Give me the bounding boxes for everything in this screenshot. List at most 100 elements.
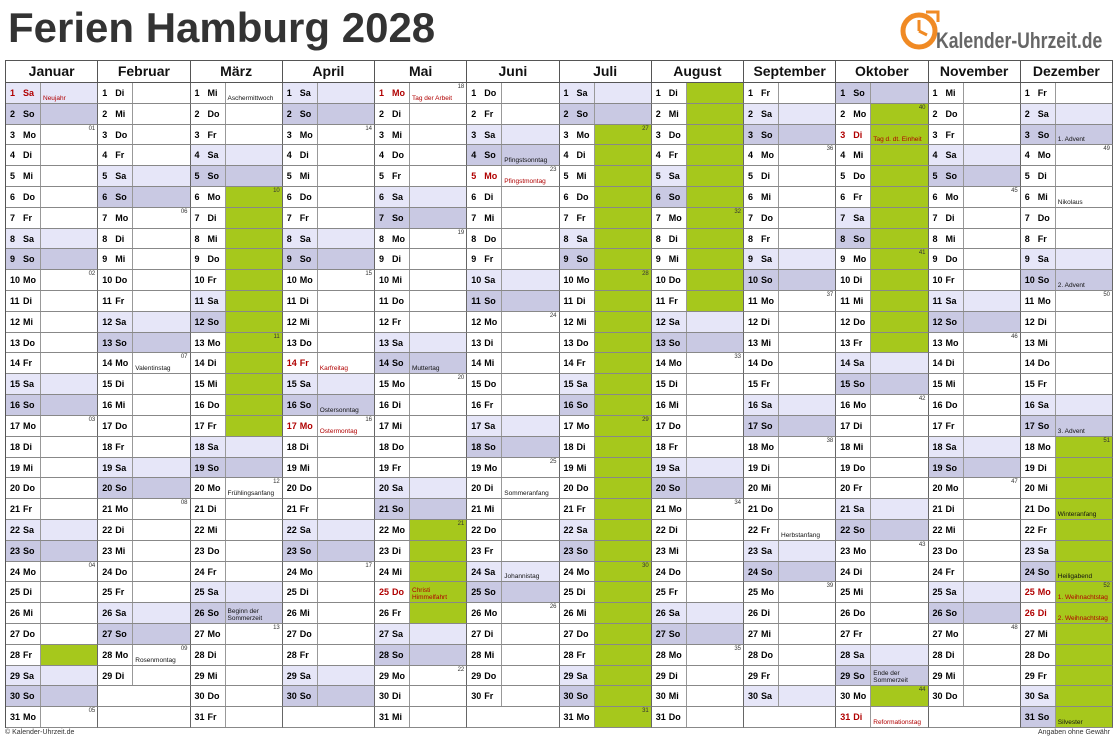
day-label: 6 Mo xyxy=(191,187,226,207)
day-cell: 17 Fr xyxy=(928,415,1021,437)
weekday: So xyxy=(1037,129,1050,140)
day-note xyxy=(225,415,282,436)
day-number: 3 xyxy=(471,129,477,140)
day-number: 15 xyxy=(10,379,21,390)
weekday: Fr xyxy=(761,670,770,681)
day-label: 13 So xyxy=(652,332,687,353)
weekday: Di xyxy=(115,88,125,98)
day-note xyxy=(779,229,835,249)
weekday: Do xyxy=(853,608,866,619)
day-label: 29 Mo xyxy=(375,665,410,686)
day-label: 3 Mo xyxy=(283,124,318,145)
day-cell: 22 Mo 21 xyxy=(375,519,468,541)
day-number: 7 xyxy=(471,212,477,223)
day-cell: 11 Fr xyxy=(651,291,744,312)
day-cell: 15 Do xyxy=(467,374,560,396)
day-note xyxy=(318,333,374,353)
day-number: 8 xyxy=(932,233,938,244)
weekday: So xyxy=(207,462,220,473)
day-number: 1 xyxy=(932,88,938,98)
day-cell: 6 Fr xyxy=(836,187,929,208)
day-cell: 25 Sa xyxy=(928,582,1021,604)
day-cell: 24 So Heiligabend xyxy=(1020,561,1113,583)
day-cell: 3 Fr xyxy=(928,124,1021,146)
day-label: 4 Mi xyxy=(836,145,872,166)
day-cell: 20 Do xyxy=(559,478,652,500)
weekday: Fr xyxy=(392,608,401,619)
day-cell: 13 Fr xyxy=(836,332,929,354)
day-cell: 12 Mi xyxy=(282,311,375,333)
day-note xyxy=(594,623,651,644)
day-number: 10 xyxy=(748,275,759,286)
day-cell: 15 Mo 20 xyxy=(375,374,468,396)
weekday: So xyxy=(1037,712,1050,723)
weekday: Do xyxy=(576,628,589,639)
day-cell: 4 Mi xyxy=(836,145,929,167)
weekday: Mi xyxy=(853,296,864,307)
weekday: Mo xyxy=(207,337,221,348)
day-label: 10 Do xyxy=(98,270,134,291)
weekday: Sa xyxy=(1037,254,1049,265)
weekday: Mi xyxy=(484,649,495,660)
weekday: Do xyxy=(668,712,681,723)
day-note xyxy=(1055,623,1112,644)
weekday: Do xyxy=(392,296,404,307)
weekday: Di xyxy=(945,649,955,660)
weekday: Mi xyxy=(576,462,587,473)
day-label: 2 So xyxy=(560,103,595,124)
day-cell: 9 Fr xyxy=(467,249,560,271)
month-header: Februar xyxy=(98,61,191,83)
day-label: 29 Di xyxy=(98,665,134,686)
day-label: 20 Do xyxy=(6,478,41,499)
weekday: Di xyxy=(23,150,32,161)
day-cell: 22 Do xyxy=(467,519,560,541)
day-label: 31 Fr xyxy=(191,707,226,727)
day-note xyxy=(225,270,282,291)
weekday: Mi xyxy=(207,379,218,390)
day-cell: 21 Mo 08 xyxy=(98,499,191,520)
day-note: 52 1. Weihnachtstag xyxy=(1055,582,1112,603)
day-note: 02 xyxy=(41,270,97,290)
day-label: 14 Do xyxy=(744,353,779,374)
week-number: 35 xyxy=(734,645,741,652)
day-note: Silvester xyxy=(1055,707,1112,727)
day-number: 2 xyxy=(286,108,292,119)
day-number: 23 xyxy=(563,545,574,556)
day-note xyxy=(41,478,97,498)
day-note xyxy=(133,249,189,269)
day-number: 24 xyxy=(840,566,851,577)
week-number: 44 xyxy=(918,687,926,694)
day-cell: 16 So xyxy=(559,395,652,416)
day-note xyxy=(964,312,1020,332)
day-number: 25 xyxy=(379,587,390,598)
weekday: Mo xyxy=(1037,296,1051,307)
day-label: 5 Mi xyxy=(560,166,595,187)
day-note xyxy=(594,311,651,332)
day-cell: 27 Fr xyxy=(836,623,929,645)
weekday: Fr xyxy=(761,233,770,244)
day-number: 29 xyxy=(655,670,666,681)
weekday: Sa xyxy=(1037,691,1049,702)
day-note xyxy=(41,312,97,332)
day-cell: 18 Di xyxy=(6,436,99,458)
weekday: So xyxy=(945,316,958,327)
weekday: Do xyxy=(668,129,681,140)
day-label: 28 Do xyxy=(744,644,779,665)
weekday: So xyxy=(945,171,958,182)
weekday: Mi xyxy=(945,88,956,98)
weekday: Mo xyxy=(945,192,959,203)
weekday: Di xyxy=(23,587,32,598)
day-number: 9 xyxy=(748,254,754,265)
weekday: So xyxy=(299,108,312,119)
day-number: 26 xyxy=(1024,608,1035,619)
weekday: So xyxy=(23,400,35,411)
day-note xyxy=(502,291,558,311)
day-note xyxy=(779,603,835,623)
holiday-note: Ostermontag xyxy=(319,427,358,435)
day-label: 27 Mi xyxy=(1021,623,1056,644)
day-number: 11 xyxy=(102,296,112,307)
day-note xyxy=(594,228,651,249)
day-cell: 16 Mo 42 xyxy=(836,395,929,416)
day-label: 5 So xyxy=(929,166,964,187)
day-note: 2. Advent xyxy=(1056,270,1112,290)
